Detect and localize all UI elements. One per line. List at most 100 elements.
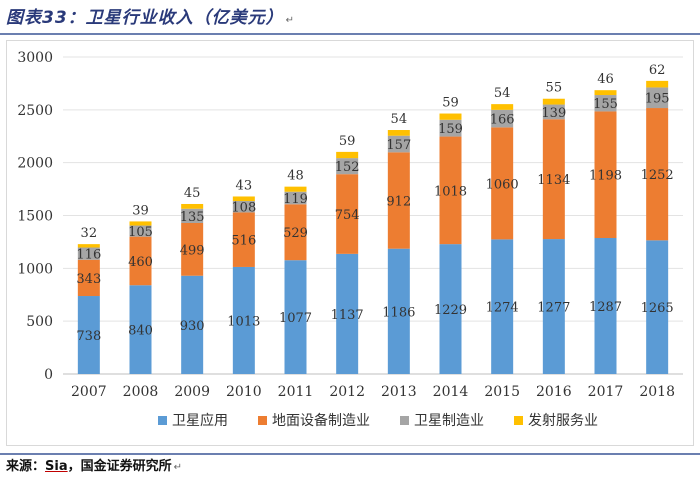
bar-segment <box>181 223 204 276</box>
data-label: 135 <box>180 210 205 225</box>
bar-segment <box>232 201 255 213</box>
x-tick-label: 2012 <box>329 384 365 400</box>
data-label: 46 <box>597 72 614 87</box>
data-label: 1137 <box>331 308 364 323</box>
data-label: 55 <box>546 81 563 96</box>
bar-segment <box>336 151 359 159</box>
data-label: 108 <box>231 201 256 216</box>
bar-segment <box>646 87 669 109</box>
data-label: 54 <box>494 86 511 101</box>
x-tick-label: 2013 <box>381 384 417 400</box>
source-note: 来源：Sia，国金证券研究所 ↵ <box>6 456 182 478</box>
legend-label: 卫星制造业 <box>414 413 484 429</box>
y-tick-label: 1000 <box>17 261 53 277</box>
bar-segment <box>594 95 617 112</box>
bar-segment <box>181 203 204 209</box>
legend-swatch <box>258 416 267 425</box>
data-label: 343 <box>76 272 101 287</box>
data-label: 1186 <box>382 305 415 320</box>
data-label: 43 <box>236 178 253 193</box>
data-label: 529 <box>283 226 308 241</box>
data-label: 62 <box>649 63 666 78</box>
return-mark-icon: ↵ <box>285 15 296 26</box>
data-label: 1229 <box>434 303 467 318</box>
data-label: 119 <box>283 192 308 207</box>
x-tick-label: 2018 <box>639 384 675 400</box>
x-tick-label: 2015 <box>484 384 520 400</box>
data-label: 155 <box>593 97 618 112</box>
y-tick-label: 2500 <box>17 103 53 119</box>
bottom-divider <box>0 453 700 455</box>
source-label: 来源： <box>6 459 46 474</box>
chart-frame: 0 500 1000 1500 2000 2500 3000 738 343 116 32 2007 8… <box>6 40 694 446</box>
bar-segment <box>387 135 410 153</box>
data-label: 1287 <box>589 300 622 315</box>
data-label: 39 <box>132 203 149 218</box>
legend-label: 卫星应用 <box>172 412 228 429</box>
data-label: 1274 <box>486 301 519 316</box>
legend-swatch <box>514 416 523 425</box>
data-label: 1077 <box>279 311 312 326</box>
bar-segment <box>439 244 462 374</box>
data-label: 1252 <box>641 168 674 183</box>
data-label: 105 <box>128 225 153 240</box>
bar-segment <box>284 191 307 205</box>
bar-segment <box>77 244 100 248</box>
bar-segment <box>439 119 462 137</box>
bar-segment <box>542 104 565 120</box>
data-label: 738 <box>76 329 101 344</box>
return-mark-icon: ↵ <box>173 462 183 473</box>
x-tick-label: 2008 <box>123 384 159 400</box>
data-label: 1277 <box>537 301 570 316</box>
bar-segment <box>284 186 307 192</box>
bar-segment <box>284 204 307 261</box>
bar-segment <box>542 119 565 240</box>
x-tick-label: 2017 <box>588 384 624 400</box>
bar-segment <box>284 260 307 374</box>
data-label: 1060 <box>486 177 519 192</box>
bar-segment <box>594 238 617 374</box>
bar-segment <box>336 253 359 374</box>
data-label: 1134 <box>537 173 570 188</box>
data-label: 59 <box>442 96 459 111</box>
data-label: 754 <box>335 208 360 223</box>
x-tick-label: 2009 <box>174 384 210 400</box>
bar-segment <box>232 196 255 202</box>
bar-segment <box>77 247 100 260</box>
data-label: 166 <box>490 113 515 128</box>
data-label: 1198 <box>589 169 622 184</box>
legend-label: 发射服务业 <box>528 413 598 429</box>
x-tick-label: 2011 <box>278 384 314 400</box>
data-label: 59 <box>339 134 356 149</box>
bar-segment <box>181 208 204 224</box>
stacked-bar-chart: 0 500 1000 1500 2000 2500 3000 738 343 116 32 2007 8… <box>17 50 683 429</box>
bar-segment <box>439 113 462 120</box>
data-label: 930 <box>180 319 205 334</box>
bar-segment <box>439 136 462 245</box>
bar-segment <box>129 221 152 226</box>
y-tick-label: 2000 <box>17 156 53 172</box>
y-tick-label: 3000 <box>17 50 53 66</box>
legend-swatch <box>400 416 409 425</box>
data-label: 139 <box>541 106 566 121</box>
bar-segment <box>491 239 514 374</box>
legend-label: 地面设备制造业 <box>272 412 370 429</box>
bar-segment <box>387 130 410 136</box>
bar-segment <box>491 127 514 240</box>
y-tick-label: 500 <box>26 314 53 330</box>
data-label: 195 <box>645 92 670 107</box>
x-tick-label: 2014 <box>433 384 469 400</box>
bar-segment <box>129 285 152 374</box>
data-label: 54 <box>391 112 408 127</box>
bar-segment <box>594 111 617 239</box>
caption-text: 图表33：卫星行业收入（亿美元） <box>6 8 284 28</box>
data-label: 152 <box>335 160 360 175</box>
data-label: 499 <box>180 243 205 258</box>
data-label: 840 <box>128 324 153 339</box>
y-tick-label: 1500 <box>17 209 53 225</box>
data-label: 32 <box>81 226 98 241</box>
bar-segment <box>232 212 255 267</box>
bar-segment <box>77 259 100 297</box>
bar-segment <box>491 109 514 128</box>
legend-swatch <box>158 416 167 425</box>
